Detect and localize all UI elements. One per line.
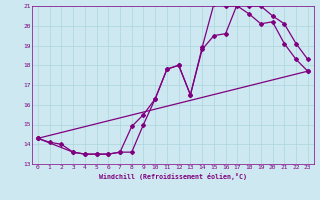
X-axis label: Windchill (Refroidissement éolien,°C): Windchill (Refroidissement éolien,°C): [99, 173, 247, 180]
